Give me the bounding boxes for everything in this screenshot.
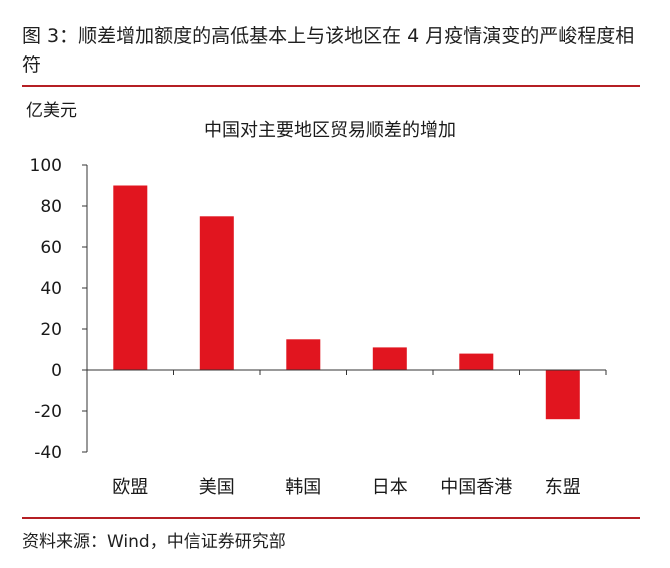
- y-tick-label: 60: [40, 238, 62, 258]
- bar-4: [372, 347, 407, 370]
- y-tick-label: 20: [40, 320, 62, 340]
- bar-2: [199, 216, 234, 371]
- y-tick-label: 40: [40, 279, 62, 299]
- bottom-rule: [22, 517, 640, 519]
- bar-5: [459, 353, 494, 370]
- top-rule: [22, 85, 640, 87]
- x-tick-label: 日本: [372, 477, 408, 498]
- bar-3: [286, 339, 321, 371]
- y-tick-label: 0: [51, 361, 62, 381]
- y-tick-label: 80: [40, 197, 62, 217]
- y-tick-label: -40: [34, 443, 62, 463]
- y-tick-label: -20: [34, 402, 62, 422]
- y-axis-unit: 亿美元: [26, 101, 77, 121]
- bar-1: [113, 185, 148, 370]
- x-tick-label: 美国: [199, 477, 235, 498]
- chart-title: 中国对主要地区贸易顺差的增加: [204, 120, 456, 141]
- x-tick-label: 东盟: [545, 477, 581, 498]
- x-tick-label: 欧盟: [112, 477, 148, 498]
- source-note: 资料来源：Wind，中信证券研究部: [22, 532, 286, 552]
- bar-6: [545, 370, 580, 420]
- x-tick-label: 中国香港: [440, 477, 512, 498]
- y-tick-label: 100: [30, 156, 62, 176]
- x-tick-label: 韩国: [285, 477, 321, 498]
- figure-title: 图 3：顺差增加额度的高低基本上与该地区在 4 月疫情演变的严峻程度相符: [22, 25, 635, 76]
